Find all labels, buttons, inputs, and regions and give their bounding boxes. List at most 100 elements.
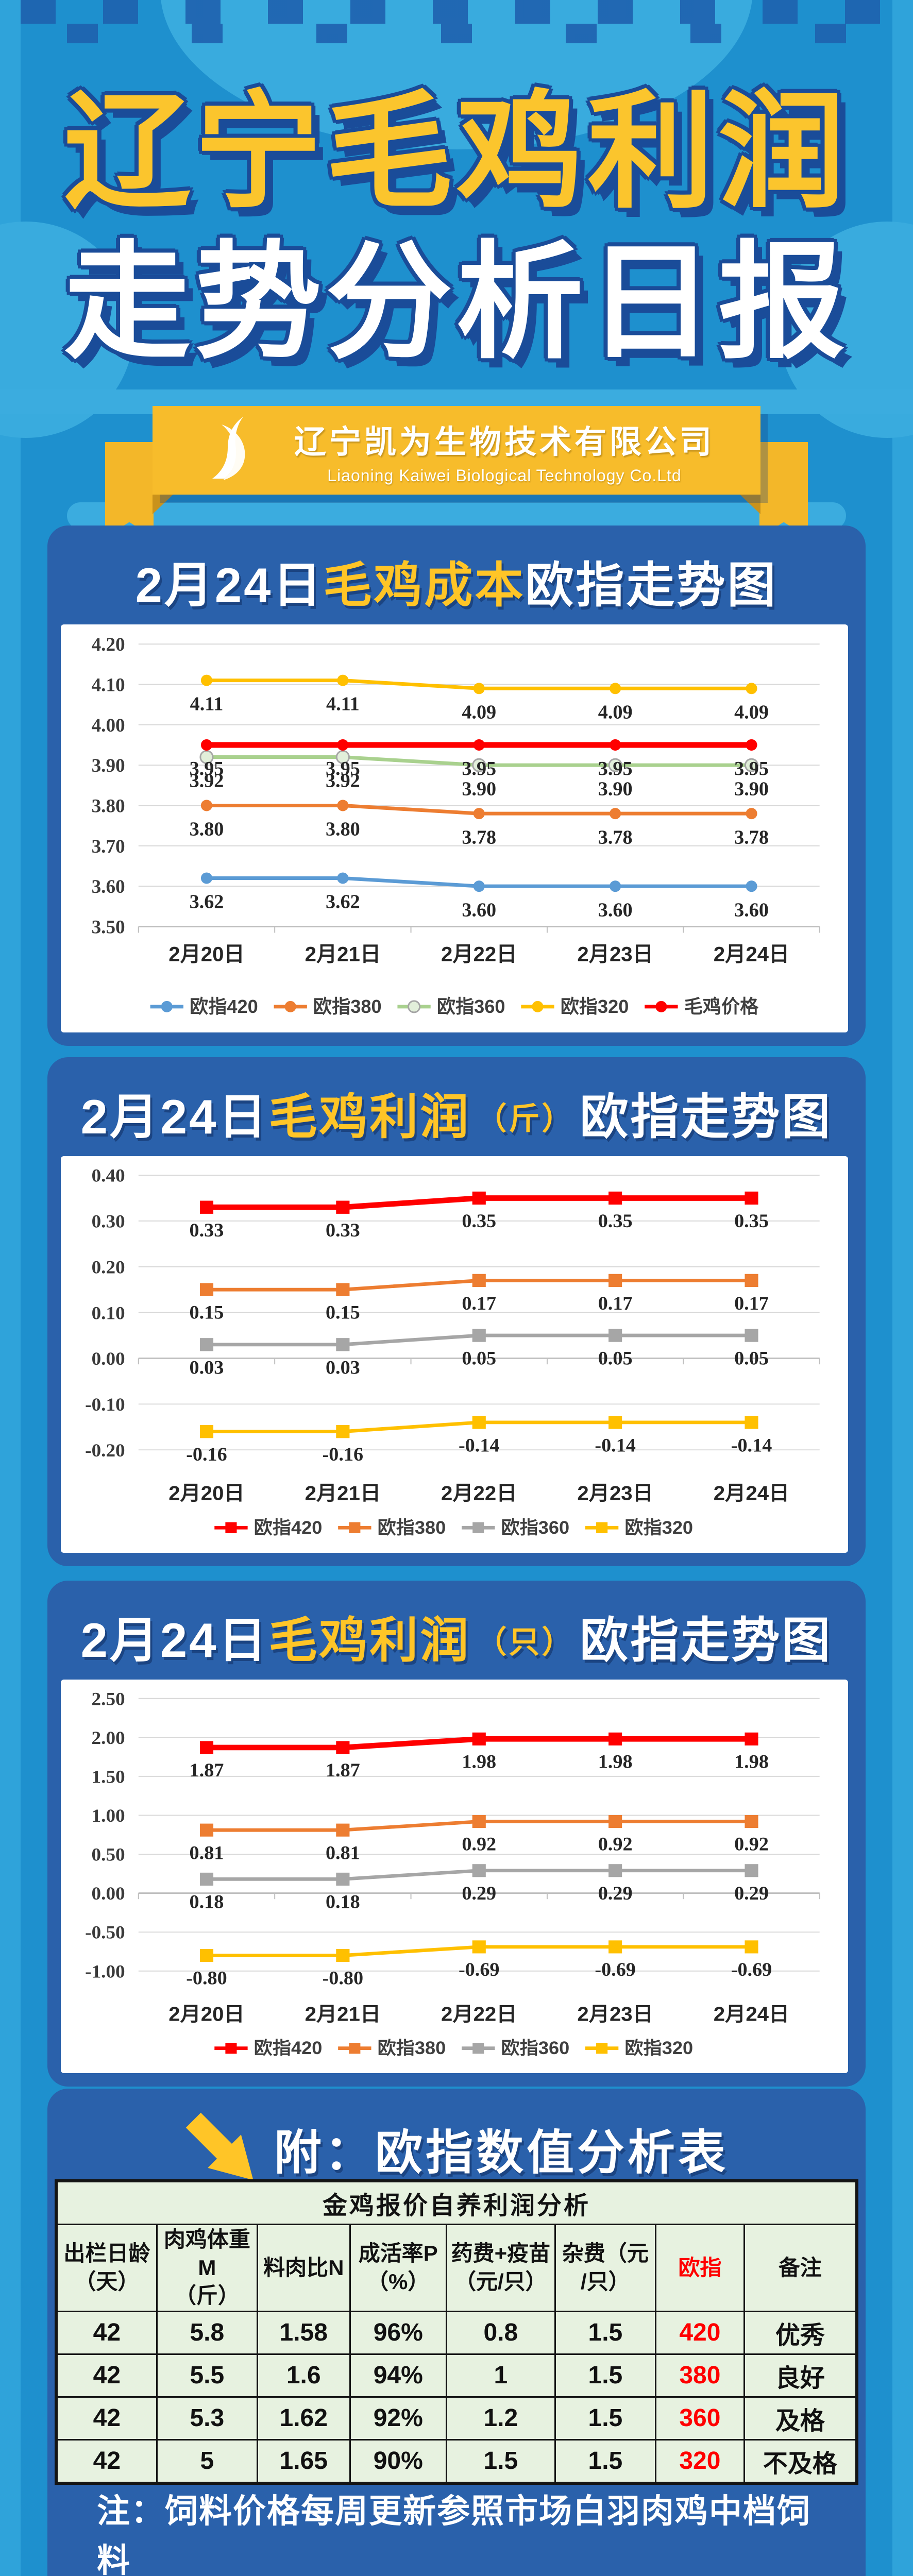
chart-title-part: （只） [476,1625,575,1659]
table-cell: 96% [349,2310,447,2355]
svg-text:3.92: 3.92 [190,770,224,792]
table-cell: 42 [55,2310,158,2355]
svg-text:欧指320: 欧指320 [561,996,629,1017]
table-cell: 420 [654,2310,745,2355]
svg-text:0.33: 0.33 [190,1219,224,1241]
svg-text:0.29: 0.29 [598,1883,633,1904]
svg-text:-0.69: -0.69 [459,1960,500,1980]
page-title-line2: 走势分析日报 [63,232,849,374]
decor-mosaic-row2 [21,24,892,43]
svg-text:欧指320: 欧指320 [624,2038,693,2058]
chart-box-profit-bird: -1.00 -0.50 0.00 0.50 1.00 1.50 2.00 2.50 1.87 1.… [61,1680,848,2073]
svg-text:4.11: 4.11 [326,693,360,715]
svg-text:0.81: 0.81 [326,1843,360,1863]
chart-title-cost: 2月24日毛鸡成本欧指走势图 [47,526,866,616]
table-cell: 5.5 [156,2353,258,2398]
svg-text:欧指420: 欧指420 [190,996,258,1017]
svg-text:-0.14: -0.14 [459,1435,500,1456]
svg-text:3.78: 3.78 [734,826,769,848]
chart-title-part: 2月24日 [80,1613,269,1667]
chart-title-part: （斤） [476,1101,575,1136]
chart-title-part: 毛鸡利润 [268,1090,471,1144]
svg-text:欧指360: 欧指360 [437,996,505,1017]
svg-text:0.30: 0.30 [92,1211,125,1231]
svg-text:3.90: 3.90 [92,755,125,776]
svg-text:0.00: 0.00 [92,1348,125,1369]
svg-text:3.60: 3.60 [734,899,769,921]
svg-text:4.09: 4.09 [598,701,633,723]
svg-text:欧指360: 欧指360 [501,1517,569,1537]
svg-text:-0.69: -0.69 [595,1960,636,1980]
svg-text:-0.20: -0.20 [85,1439,125,1460]
svg-text:4.11: 4.11 [190,693,224,715]
table-cell: 1.5 [554,2396,656,2441]
svg-text:1.00: 1.00 [92,1805,125,1826]
company-name-block: 辽宁凯为生物技术有限公司 Liaoning Kaiwei Biological … [294,416,715,485]
table-cell: 1 [445,2353,556,2398]
svg-text:4.20: 4.20 [92,634,125,655]
table-header-cell: 欧指 [654,2224,745,2312]
table-cell: 优秀 [743,2310,858,2355]
svg-text:0.50: 0.50 [92,1844,125,1865]
chart-box-profit-jin: -0.20 -0.10 0.00 0.10 0.20 0.30 0.40 0.33 0.33 0.… [61,1156,848,1553]
page-title: 辽宁毛鸡利润 走势分析日报 [0,77,913,378]
table-cell: 良好 [743,2353,858,2398]
svg-text:0.05: 0.05 [462,1348,496,1369]
table-cell: 1.2 [445,2396,556,2441]
svg-text:2.50: 2.50 [92,1688,125,1709]
svg-text:4.09: 4.09 [462,701,496,723]
svg-text:欧指320: 欧指320 [624,1517,693,1537]
svg-text:0.35: 0.35 [598,1211,633,1232]
table-row: 42 5 1.65 90% 1.5 1.5 320 不及格 [55,2438,858,2484]
chart-box-cost: 3.50 3.60 3.70 3.80 3.90 4.00 4.10 4.20 3.62 3.62… [61,624,848,1032]
svg-text:3.90: 3.90 [598,778,633,800]
svg-text:0.03: 0.03 [326,1357,360,1378]
svg-text:2月20日: 2月20日 [168,1482,244,1504]
chart-canvas-profit-bird: -1.00 -0.50 0.00 0.50 1.00 1.50 2.00 2.50 1.87 1.… [85,1688,820,2058]
arrow-down-right-icon [184,2111,257,2186]
svg-text:0.40: 0.40 [92,1165,125,1185]
svg-text:欧指420: 欧指420 [254,1517,323,1537]
svg-text:3.70: 3.70 [92,836,125,857]
chart-canvas-cost: 3.50 3.60 3.70 3.80 3.90 4.00 4.10 4.20 3.62 3.62… [92,634,820,1017]
svg-text:3.62: 3.62 [190,891,224,913]
svg-text:2月20日: 2月20日 [168,2003,244,2025]
chart-panel-profit-jin: 2月24日毛鸡利润 （斤） 欧指走势图 -0.20 -0.10 0.00 0.10 0.20… [47,1057,866,1566]
svg-text:3.80: 3.80 [326,819,360,840]
svg-text:0.00: 0.00 [92,1883,125,1904]
svg-text:欧指420: 欧指420 [254,2038,323,2058]
svg-text:1.50: 1.50 [92,1766,125,1787]
table-cell: 320 [654,2438,745,2484]
table-row: 42 5.5 1.6 94% 1 1.5 380 良好 [55,2353,858,2398]
chart-canvas-profit-jin: -0.20 -0.10 0.00 0.10 0.20 0.30 0.40 0.33 0.33 0.… [85,1165,820,1538]
svg-text:0.35: 0.35 [462,1211,496,1232]
table-cell: 1.5 [554,2438,656,2484]
table-cell: 不及格 [743,2438,858,2484]
table-header-cell: 肉鸡体重M （斤） [156,2224,258,2312]
svg-text:0.17: 0.17 [462,1293,496,1314]
table-cell: 380 [654,2353,745,2398]
svg-text:-1.00: -1.00 [85,1961,125,1981]
svg-text:欧指360: 欧指360 [501,2038,569,2058]
decor-mosaic-row1 [21,0,892,24]
table-cell: 92% [349,2396,447,2441]
svg-text:4.09: 4.09 [734,701,769,723]
company-logo-icon [198,416,276,484]
svg-text:2月23日: 2月23日 [577,1482,653,1504]
table-cell: 5 [156,2438,258,2484]
table-header-cell: 备注 [743,2224,858,2312]
svg-text:0.20: 0.20 [92,1257,125,1277]
table-cell: 42 [55,2353,158,2398]
svg-text:0.15: 0.15 [190,1302,224,1323]
table-cell: 1.62 [256,2396,351,2441]
svg-text:3.95: 3.95 [190,758,224,779]
chart-panel-cost: 2月24日毛鸡成本欧指走势图 3.50 3.60 3.70 3.80 3.90 4.00 4… [47,526,866,1046]
svg-text:-0.50: -0.50 [85,1922,125,1942]
note-line1: 注：饲料价格每周更新参照市场白羽肉鸡中档饲料 [97,2493,811,2576]
svg-text:欧指380: 欧指380 [378,1517,446,1537]
svg-text:3.95: 3.95 [326,758,360,779]
table-cell: 42 [55,2396,158,2441]
svg-text:3.62: 3.62 [326,891,360,913]
svg-text:2月22日: 2月22日 [441,2003,517,2025]
svg-text:3.95: 3.95 [598,758,633,779]
